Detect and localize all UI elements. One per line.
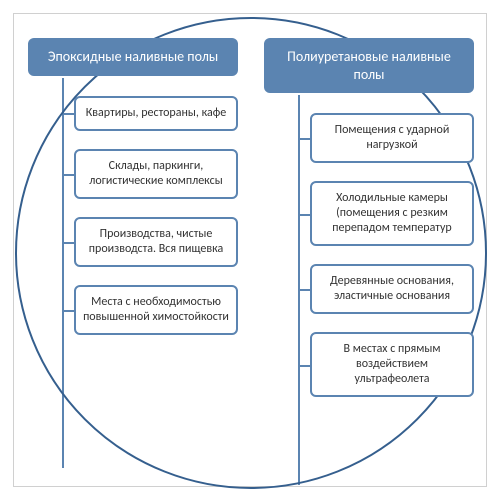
- list-item: Места с необходимостью повышенной химост…: [74, 285, 238, 335]
- diagram-canvas: Эпоксидные наливные полы Квартиры, ресто…: [13, 13, 487, 487]
- column-header: Полиуретановые наливные полы: [264, 38, 474, 93]
- column-header: Эпоксидные наливные полы: [28, 38, 238, 76]
- column-left: Эпоксидные наливные полы Квартиры, ресто…: [28, 38, 238, 397]
- list-item: Помещения с ударной нагрузкой: [310, 113, 474, 163]
- list-item: Склады, паркинги, логистические комплекс…: [74, 149, 238, 199]
- items-list: Квартиры, рестораны, кафе Склады, паркин…: [28, 96, 238, 335]
- items-list: Помещения с ударной нагрузкой Холодильны…: [264, 113, 474, 397]
- list-item: Квартиры, рестораны, кафе: [74, 96, 238, 131]
- column-right: Полиуретановые наливные полы Помещения с…: [264, 38, 474, 397]
- list-item: В местах с прямым воздействием ультрафео…: [310, 332, 474, 397]
- columns-container: Эпоксидные наливные полы Квартиры, ресто…: [28, 38, 474, 397]
- list-item: Производства, чистые производста. Вся пи…: [74, 217, 238, 267]
- list-item: Деревянные основания, эластичные основан…: [310, 264, 474, 314]
- list-item: Холодильные камеры (помещения с резким п…: [310, 181, 474, 246]
